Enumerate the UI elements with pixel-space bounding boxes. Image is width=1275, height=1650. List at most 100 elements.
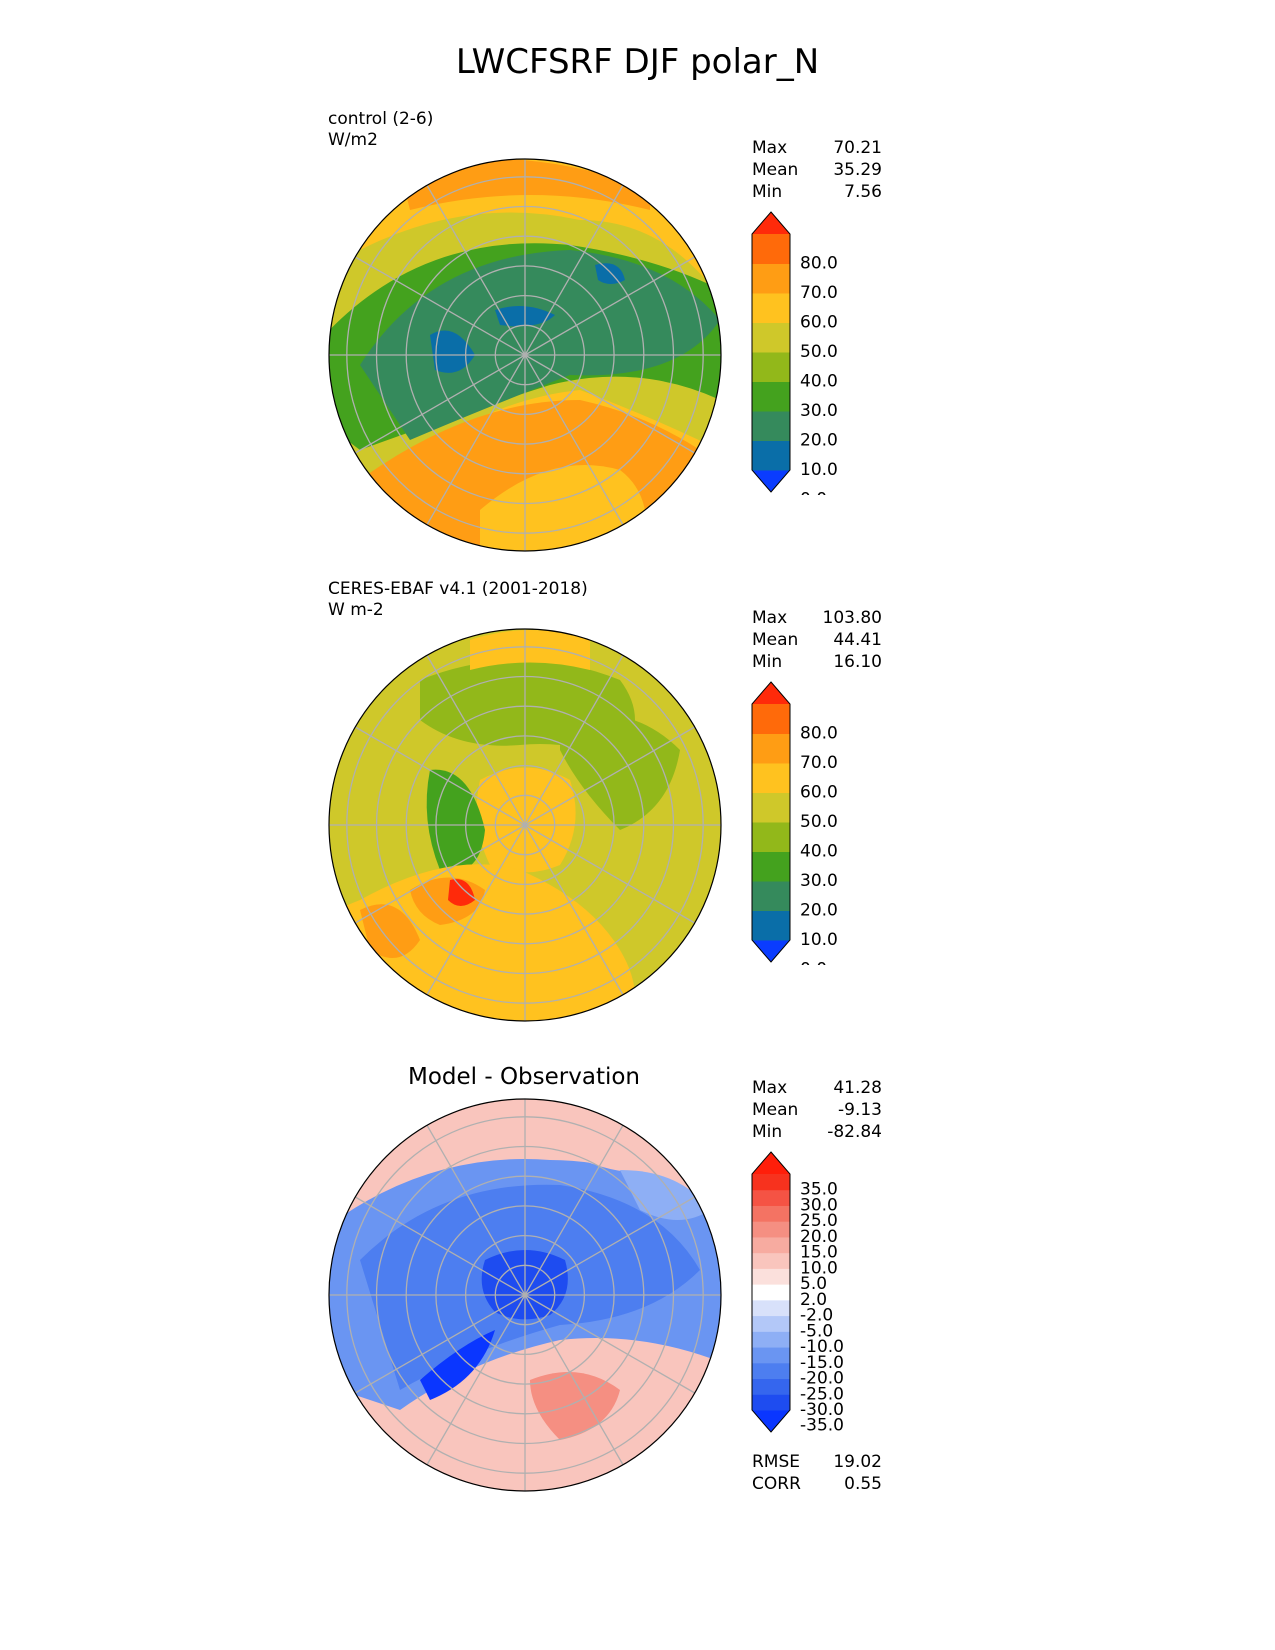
- meridian-line: [426, 184, 526, 356]
- stat-value: 16.10: [833, 652, 882, 672]
- colorbar-tick-label: 30.0: [800, 871, 838, 891]
- panel-2-map-border: [328, 628, 722, 1022]
- colorbar-tick-label: 40.0: [800, 842, 838, 862]
- colorbar-segment: [752, 1299, 790, 1317]
- metric-value: 19.02: [833, 1452, 882, 1472]
- colorbar-extend-min: [752, 1410, 790, 1432]
- colorbar-outline: [751, 681, 791, 963]
- colorbar-tick-label: 10.0: [800, 1258, 838, 1278]
- colorbar-tick-label: -15.0: [800, 1353, 844, 1373]
- stat-row: Mean 35.29: [752, 159, 882, 181]
- colorbar-outline: [751, 1151, 791, 1433]
- meridian-line: [354, 726, 526, 826]
- stat-row: Max 41.28: [752, 1077, 882, 1099]
- panel-1-units: W/m2: [328, 130, 378, 150]
- panel-2-graticule: [329, 629, 721, 1021]
- meridian-line: [426, 1124, 526, 1296]
- colorbar-tick-label: 20.0: [800, 431, 838, 451]
- colorbar-segment: [752, 704, 790, 734]
- panel-2-colorbar: 80.0 70.0 60.0 50.0 40.0 30.0 20.0 10.0 0.0: [750, 680, 880, 980]
- colorbar-outline: [751, 211, 791, 493]
- meridian-line: [426, 1294, 526, 1466]
- panel-1-colorbar-svg: 80.0 70.0 60.0 50.0 40.0 30.0 20.0 10.0 0.0: [751, 211, 838, 510]
- colorbar-segment: [752, 440, 790, 471]
- meridian-line: [354, 354, 526, 454]
- colorbar-segment: [752, 381, 790, 412]
- meridian-line: [354, 256, 526, 356]
- colorbar-segment: [752, 293, 790, 323]
- colorbar-tick-label: 10.0: [800, 460, 838, 480]
- colorbar-segment: [752, 910, 790, 941]
- meridian-line: [524, 824, 696, 924]
- colorbar-segment: [752, 822, 790, 852]
- meridian-line: [354, 1196, 526, 1296]
- panel-2-region: [476, 767, 576, 873]
- colorbar-segment: [752, 1315, 790, 1332]
- meridian-line: [524, 1294, 696, 1394]
- panel-2-region: [360, 904, 420, 958]
- colorbar-segment: [752, 352, 790, 382]
- colorbar-segment: [752, 234, 790, 264]
- colorbar-extend-min: [752, 470, 790, 492]
- metric-row: CORR 0.55: [752, 1473, 882, 1495]
- panel-3-graticule: [329, 1099, 721, 1491]
- colorbar-tick-label: 60.0: [800, 313, 838, 333]
- panel-1-colorbar: 80.0 70.0 60.0 50.0 40.0 30.0 20.0 10.0 0.0: [750, 210, 880, 510]
- stat-row: Mean -9.13: [752, 1099, 882, 1121]
- colorbar-tick-label: 70.0: [800, 753, 838, 773]
- stat-value: -9.13: [838, 1100, 882, 1120]
- colorbar-tick-label: 2.0: [800, 1290, 827, 1310]
- colorbar-segment: [752, 1331, 790, 1348]
- colorbar-segment: [752, 1236, 790, 1254]
- colorbar-extend-min: [752, 940, 790, 962]
- colorbar-segment: [752, 1347, 790, 1364]
- meridian-line: [354, 1294, 526, 1394]
- stat-value: 35.29: [833, 160, 882, 180]
- meridian-line: [426, 824, 526, 996]
- stat-row: Mean 44.41: [752, 629, 882, 651]
- colorbar-segment: [752, 1174, 790, 1191]
- stat-row: Min 7.56: [752, 181, 882, 203]
- colorbar-extend-max: [752, 1152, 790, 1174]
- panel-1-stats: Max 70.21 Mean 35.29 Min 7.56: [752, 137, 882, 203]
- stat-value: 41.28: [833, 1078, 882, 1098]
- panel-3-polar-map: [328, 1098, 722, 1492]
- stat-value: 7.56: [844, 182, 882, 202]
- colorbar-segment: [752, 1284, 790, 1301]
- metric-label: RMSE: [752, 1452, 801, 1472]
- panel-3-region: [420, 1330, 495, 1400]
- meridian-line: [524, 654, 624, 826]
- panel-3-metrics: RMSE 19.02 CORR 0.55: [752, 1451, 882, 1495]
- colorbar-segment: [752, 1378, 790, 1395]
- figure-title: LWCFSRF DJF polar_N: [455, 42, 820, 82]
- stat-label: Max: [752, 1078, 788, 1098]
- panel-1-title-line1: control (2-6): [328, 109, 434, 129]
- panel-2-region: [560, 714, 680, 830]
- metric-label: CORR: [752, 1474, 801, 1494]
- meridian-line: [426, 654, 526, 826]
- colorbar-segment: [752, 411, 790, 441]
- colorbar-segment: [752, 263, 790, 294]
- stat-row: Min 16.10: [752, 651, 882, 673]
- colorbar-segment: [752, 792, 790, 823]
- colorbar-segment: [752, 1268, 790, 1285]
- panel-2-polar-map: [328, 628, 722, 1022]
- colorbar-segment: [752, 851, 790, 882]
- panel-3-colorbar: 35.0 30.0 25.0 20.0 15.0 10.0 5.0 2.0 -2.0 -5.0 -1…: [750, 1150, 880, 1439]
- colorbar-segment: [752, 1362, 790, 1380]
- panel-2-title-line1: CERES-EBAF v4.1 (2001-2018): [328, 579, 588, 599]
- stat-value: 44.41: [833, 630, 882, 650]
- panel-1-map-border: [328, 158, 722, 552]
- colorbar-tick-label: 25.0: [800, 1211, 838, 1231]
- stat-value: 103.80: [822, 608, 882, 628]
- colorbar-segment: [752, 1189, 790, 1206]
- stat-label: Max: [752, 608, 788, 628]
- colorbar-tick-label: 40.0: [800, 372, 838, 392]
- meridian-line: [524, 1196, 696, 1296]
- colorbar-tick-label: 50.0: [800, 342, 838, 362]
- panel-1-graticule: [329, 159, 721, 551]
- stat-row: Max 103.80: [752, 607, 882, 629]
- stat-label: Min: [752, 652, 783, 672]
- colorbar-tick-label: 35.0: [800, 1180, 838, 1200]
- meridian-line: [426, 354, 526, 526]
